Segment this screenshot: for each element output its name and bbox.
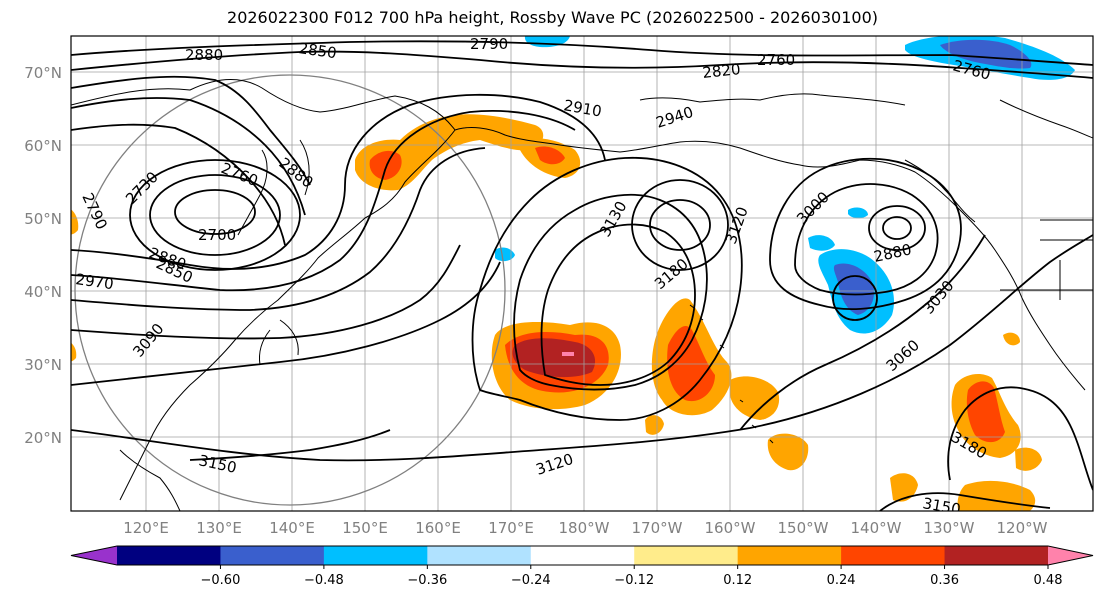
colorbar-extend-high — [1048, 546, 1093, 565]
longitude-labels: 120°E 130°E 140°E 150°E 160°E 170°E 180°… — [123, 519, 1047, 537]
colorbar-segment — [634, 546, 739, 565]
contour-label: 2970 — [74, 270, 114, 293]
lon-label: 120°W — [997, 519, 1048, 537]
colorbar-tick-label: −0.12 — [614, 573, 654, 588]
lon-label: 180°W — [559, 519, 610, 537]
map-title: 2026022300 F012 700 hPa height, Rossby W… — [227, 8, 878, 27]
contour-label: 2700 — [198, 226, 236, 244]
colorbar-tick-label: 0.12 — [723, 573, 752, 588]
lat-label: 20°N — [24, 429, 62, 447]
lat-label: 50°N — [24, 210, 62, 228]
lon-label: 150°E — [342, 519, 388, 537]
lon-label: 140°E — [269, 519, 315, 537]
colorbar-segment — [841, 546, 946, 565]
colorbar-tick-label: −0.24 — [511, 573, 551, 588]
colorbar-tick-label: −0.60 — [201, 573, 241, 588]
colorbar-segment — [944, 546, 1049, 565]
contour-labels: 2790 2880 2850 2820 2760 2760 2910 2940 … — [74, 35, 992, 518]
lat-label: 40°N — [24, 283, 62, 301]
lon-label: 130°E — [196, 519, 242, 537]
contour-label: 2760 — [757, 51, 795, 69]
colorbar-segment — [323, 546, 428, 565]
colorbar-segment — [737, 546, 842, 565]
contour-label: 3150 — [921, 494, 962, 518]
colorbar-tick-label: 0.48 — [1034, 573, 1063, 588]
lon-label: 130°W — [924, 519, 975, 537]
colorbar-segment — [220, 546, 325, 565]
contour-label: 2790 — [470, 35, 508, 53]
contour-label: 2820 — [702, 60, 742, 82]
colorbar-tick-label: −0.36 — [407, 573, 447, 588]
lon-label: 170°E — [488, 519, 534, 537]
colorbar-segment — [427, 546, 532, 565]
colorbar-tick-label: 0.36 — [930, 573, 959, 588]
colorbar-segment — [117, 546, 221, 565]
lat-label: 60°N — [24, 137, 62, 155]
colorbar-tick-label: 0.24 — [827, 573, 856, 588]
map-frame — [70, 35, 1094, 512]
colorbar: −0.60 −0.48 −0.36 −0.24 −0.12 0.12 0.24 0.36 0.4… — [70, 545, 1094, 588]
lat-label: 70°N — [24, 64, 62, 82]
colorbar-segment — [530, 546, 635, 565]
lon-label: 150°W — [778, 519, 829, 537]
colorbar-extend-low — [71, 546, 117, 565]
contour-label: 2880 — [185, 46, 223, 64]
reference-circle — [74, 74, 506, 506]
height-contours — [71, 40, 1093, 511]
lon-label: 120°E — [123, 519, 169, 537]
lon-label: 160°E — [415, 519, 461, 537]
lon-label: 160°W — [705, 519, 756, 537]
lon-label: 140°W — [851, 519, 902, 537]
colorbar-outline — [70, 545, 1094, 566]
lat-label: 30°N — [24, 356, 62, 374]
lon-label: 170°W — [632, 519, 683, 537]
colorbar-tick-label: −0.48 — [304, 573, 344, 588]
contour-label: 2850 — [297, 39, 337, 62]
latitude-labels: 70°N 60°N 50°N 40°N 30°N 20°N — [24, 64, 62, 447]
